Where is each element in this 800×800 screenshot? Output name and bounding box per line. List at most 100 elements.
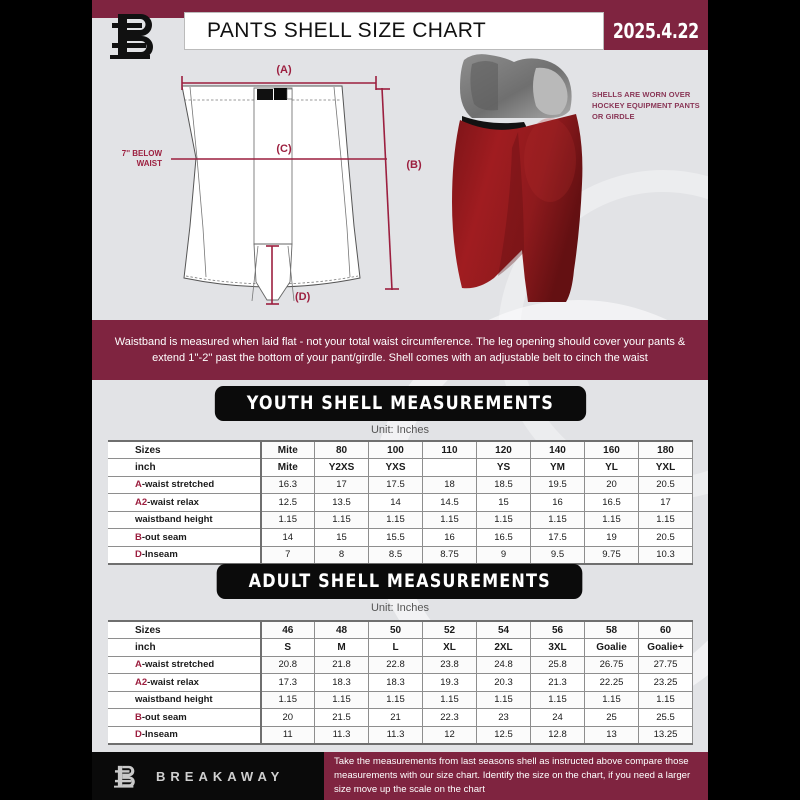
row-header: inch <box>108 638 262 657</box>
table-cell: 13.25 <box>638 725 693 745</box>
row-header: A-waist stretched <box>108 655 262 674</box>
row-marker: A <box>135 479 142 491</box>
table-cell: 120 <box>476 440 531 459</box>
size-chart-page: PANTS SHELL SIZE CHART 2025.4.22 <box>92 0 708 800</box>
table-cell: 23.8 <box>422 655 477 674</box>
measurement-diagram: (A) (B) (C) (D) 7'' BELOW WAIST <box>92 54 708 320</box>
table-cell: YXS <box>368 458 423 477</box>
table-row: Sizes 46 48 50 52 54 56 58 60 <box>108 620 693 639</box>
table-cell: 23 <box>476 708 531 727</box>
table-cell: 17 <box>314 475 369 494</box>
footer-instructions-text: Take the measurements from last seasons … <box>334 756 691 795</box>
table-cell: 27.75 <box>638 655 693 674</box>
table-cell: 1.15 <box>584 510 639 529</box>
product-photo <box>452 54 583 302</box>
table-cell: 11 <box>260 725 315 745</box>
table-cell: 9.75 <box>584 545 639 565</box>
row-marker: B <box>135 531 142 543</box>
table-cell: 3XL <box>530 638 585 657</box>
table-cell: 19.5 <box>530 475 585 494</box>
table-cell: 54 <box>476 620 531 639</box>
table-cell: Goalie <box>584 638 639 657</box>
row-header: A-waist stretched <box>108 475 262 494</box>
table-cell: 12.8 <box>530 725 585 745</box>
table-cell: 9 <box>476 545 531 565</box>
table-cell: 11.3 <box>314 725 369 745</box>
table-cell: 23.25 <box>638 673 693 692</box>
page-header: PANTS SHELL SIZE CHART 2025.4.22 <box>92 0 708 59</box>
table-cell: 25.5 <box>638 708 693 727</box>
table-cell: YXL <box>638 458 693 477</box>
table-cell: Mite <box>260 440 315 459</box>
table-cell: 1.15 <box>638 690 693 709</box>
table-cell: 8.5 <box>368 545 423 565</box>
table-cell: 20.5 <box>638 475 693 494</box>
footer-instructions: Take the measurements from last seasons … <box>324 752 708 800</box>
table-cell: 19.3 <box>422 673 477 692</box>
youth-heading: YOUTH SHELL MEASUREMENTS <box>214 386 586 421</box>
table-cell: 11.3 <box>368 725 423 745</box>
table-cell: 25.8 <box>530 655 585 674</box>
table-row: B-out seam 20 21.5 21 22.3 23 24 25 25.5 <box>108 708 693 727</box>
table-row: inch Mite Y2XS YXS YS YM YL YXL <box>108 458 693 477</box>
diagram-label-b: (B) <box>406 159 422 171</box>
measurement-instructions-text: Waistband is measured when laid flat - n… <box>114 336 686 364</box>
table-cell: 58 <box>584 620 639 639</box>
table-cell: 20.8 <box>260 655 315 674</box>
table-row: A-waist stretched 16.3 17 17.5 18 18.5 19.5 20 2… <box>108 475 693 494</box>
table-cell: XL <box>422 638 477 657</box>
table-cell: 14 <box>368 493 423 512</box>
table-cell: 22.8 <box>368 655 423 674</box>
row-marker: A2 <box>135 676 148 688</box>
row-marker: B <box>135 711 142 723</box>
table-cell: 15 <box>314 528 369 547</box>
footer-brand-text: BREAKAWAY <box>156 768 285 784</box>
table-cell <box>422 458 477 477</box>
table-cell: 1.15 <box>260 690 315 709</box>
photo-note: SHELLS ARE WORN OVER HOCKEY EQUIPMENT PA… <box>592 90 700 121</box>
adult-section-header: ADULT SHELL MEASUREMENTS Unit: Inches <box>92 564 708 614</box>
table-cell: YM <box>530 458 585 477</box>
table-cell: 160 <box>584 440 639 459</box>
table-cell: 20.5 <box>638 528 693 547</box>
table-cell: 9.5 <box>530 545 585 565</box>
row-header: A2-waist relax <box>108 493 262 512</box>
table-cell: 50 <box>368 620 423 639</box>
table-cell: 16.5 <box>584 493 639 512</box>
table-cell: 18.3 <box>314 673 369 692</box>
table-cell: 1.15 <box>530 510 585 529</box>
table-cell: 22.3 <box>422 708 477 727</box>
diagram-label-c: (C) <box>276 143 292 155</box>
table-cell: 14 <box>260 528 315 547</box>
table-cell: 12.5 <box>260 493 315 512</box>
diagram-label-a: (A) <box>276 64 292 76</box>
table-cell: 18.3 <box>368 673 423 692</box>
table-cell: 12 <box>422 725 477 745</box>
date-badge: 2025.4.22 <box>604 12 708 50</box>
table-cell: 1.15 <box>368 510 423 529</box>
table-cell: 60 <box>638 620 693 639</box>
table-row: A-waist stretched 20.8 21.8 22.8 23.8 24.8 25.… <box>108 655 693 674</box>
table-cell: 48 <box>314 620 369 639</box>
table-cell: S <box>260 638 315 657</box>
table-cell: 56 <box>530 620 585 639</box>
breakaway-b-logo-icon <box>114 765 135 788</box>
table-cell: 2XL <box>476 638 531 657</box>
table-row: waistband height 1.15 1.15 1.15 1.15 1.15 1.15… <box>108 690 693 709</box>
row-marker: A2 <box>135 496 148 508</box>
table-cell: 1.15 <box>314 690 369 709</box>
table-cell: 1.15 <box>584 690 639 709</box>
table-row: A2-waist relax 17.3 18.3 18.3 19.3 20.3 21.3 22… <box>108 673 693 692</box>
table-cell: Goalie+ <box>638 638 693 657</box>
table-cell: 1.15 <box>422 510 477 529</box>
table-cell: 8 <box>314 545 369 565</box>
table-cell: 1.15 <box>530 690 585 709</box>
table-cell: 16 <box>422 528 477 547</box>
table-cell: 25 <box>584 708 639 727</box>
table-cell: 15 <box>476 493 531 512</box>
table-cell: 17.5 <box>530 528 585 547</box>
table-cell: 12.5 <box>476 725 531 745</box>
table-cell: 100 <box>368 440 423 459</box>
youth-unit-label: Unit: Inches <box>370 424 430 436</box>
page-footer: BREAKAWAY Take the measurements from las… <box>92 752 708 800</box>
